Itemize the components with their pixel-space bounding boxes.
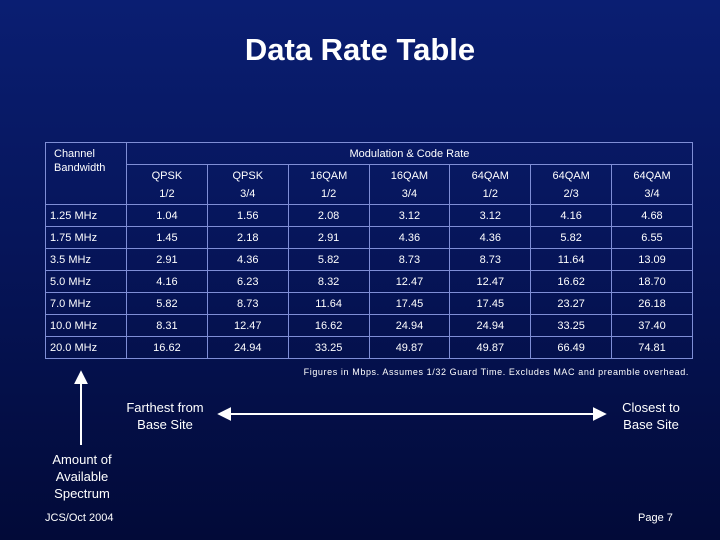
column-modulation: 64QAM <box>471 169 509 182</box>
column-code-rate: 2/3 <box>563 187 579 200</box>
page-number: Page 7 <box>638 512 673 524</box>
slide-title: Data Rate Table <box>244 32 476 67</box>
column-header: QPSK 3/4 <box>206 164 289 205</box>
rate-cell: 33.25 <box>287 336 370 359</box>
rate-cell: 74.81 <box>611 336 693 359</box>
rate-cell: 5.82 <box>530 226 613 249</box>
channel-bandwidth-header: Channel Bandwidth <box>45 142 127 205</box>
column-modulation: 16QAM <box>309 169 348 182</box>
data-rate-table: Channel Bandwidth Modulation & Code Rate… <box>45 142 693 359</box>
rate-cell: 12.47 <box>368 270 451 293</box>
column-modulation: 16QAM <box>390 169 429 182</box>
farthest-from-base-site-label: Farthest from Base Site <box>126 400 204 432</box>
column-header: 64QAM 2/3 <box>530 164 613 205</box>
column-modulation: 64QAM <box>633 169 671 182</box>
column-code-rate: 3/4 <box>401 187 418 200</box>
rate-cell: 49.87 <box>449 336 532 359</box>
column-modulation: QPSK <box>151 169 183 182</box>
rate-cell: 24.94 <box>206 336 289 359</box>
column-code-rate: 3/4 <box>240 187 256 200</box>
bandwidth-cell: 20.0 MHz <box>45 336 127 359</box>
column-code-rate: 1/2 <box>320 187 337 200</box>
column-modulation: QPSK <box>232 169 264 182</box>
column-code-rate: 1/2 <box>159 187 175 200</box>
rate-cell: 3.12 <box>368 204 451 227</box>
rate-cell: 13.09 <box>611 248 693 271</box>
bandwidth-cell: 3.5 MHz <box>45 248 127 271</box>
footer-date: JCS/Oct 2004 <box>45 512 114 524</box>
column-header: 64QAM 3/4 <box>611 164 693 205</box>
bandwidth-cell: 1.25 MHz <box>45 204 127 227</box>
column-header: 16QAM 1/2 <box>287 164 370 205</box>
column-code-rate: 1/2 <box>482 187 498 200</box>
table-footnote: Figures in Mbps. Assumes 1/32 Guard Time… <box>303 367 689 377</box>
rate-cell: 2.91 <box>126 248 208 271</box>
rate-cell: 2.18 <box>206 226 289 249</box>
rate-cell: 6.55 <box>611 226 693 249</box>
closest-to-base-site-label: Closest to Base Site <box>622 400 680 432</box>
column-modulation: 64QAM <box>552 169 590 182</box>
rate-cell: 11.64 <box>287 292 370 315</box>
bandwidth-cell: 10.0 MHz <box>45 314 127 337</box>
available-spectrum-label: Amount of Available Spectrum <box>52 452 112 501</box>
rate-cell: 11.64 <box>530 248 613 271</box>
rate-cell: 66.49 <box>530 336 613 359</box>
rate-cell: 24.94 <box>368 314 451 337</box>
table-row: 1.75 MHz 1.45 2.18 2.91 4.36 4.36 5.82 6.55 <box>45 226 693 249</box>
column-code-rate: 3/4 <box>644 187 660 200</box>
table-row: 20.0 MHz 16.62 24.94 33.25 49.87 49.87 66.49 74… <box>45 336 693 359</box>
table-row: 7.0 MHz 5.82 8.73 11.64 17.45 17.45 23.27 26.18 <box>45 292 693 315</box>
rate-cell: 37.40 <box>611 314 693 337</box>
column-header: QPSK 1/2 <box>126 164 208 205</box>
rate-cell: 16.62 <box>287 314 370 337</box>
rate-cell: 16.62 <box>126 336 208 359</box>
table-row: 3.5 MHz 2.91 4.36 5.82 8.73 8.73 11.64 13.09 <box>45 248 693 271</box>
